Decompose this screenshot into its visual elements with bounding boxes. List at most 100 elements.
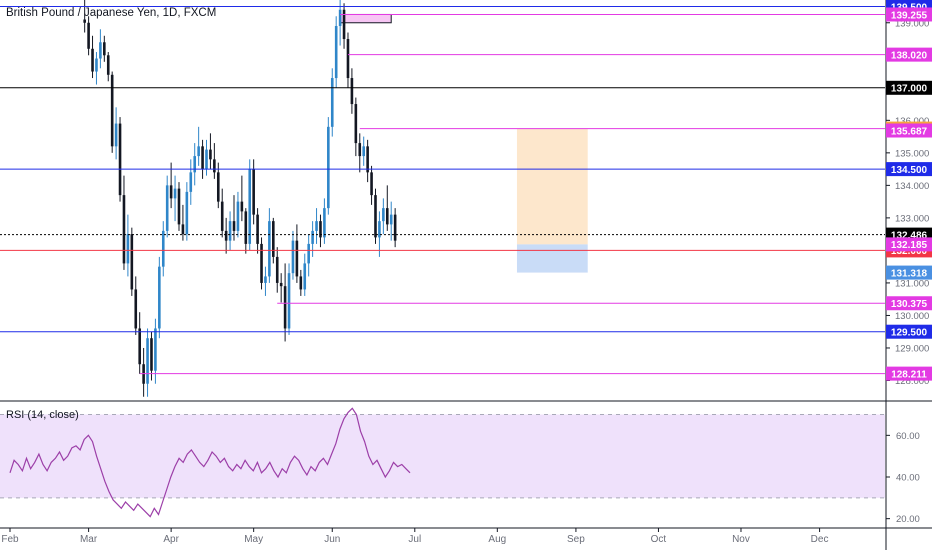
candle-body <box>311 230 314 244</box>
price-tag-label: 134.500 <box>891 165 928 176</box>
candle-body <box>114 123 118 147</box>
candle-body <box>342 9 346 40</box>
candle-body <box>165 185 169 231</box>
candle-body <box>315 221 318 231</box>
candle-body <box>197 146 200 157</box>
price-tick-label: 134.000 <box>895 181 929 192</box>
target-zone <box>516 128 588 245</box>
stop-zone <box>516 244 588 273</box>
candle-body <box>95 58 98 72</box>
price-tags-layer: 139.500139.255138.020137.000135.746135.6… <box>886 0 932 381</box>
candle-body <box>299 276 303 290</box>
price-tag <box>886 123 932 138</box>
candle-body <box>126 234 130 264</box>
candle-body <box>193 156 197 173</box>
candle-body <box>279 282 283 287</box>
candle-body <box>209 149 212 160</box>
candle-body <box>327 126 330 209</box>
price-tick-label: 130.000 <box>895 311 929 322</box>
candle-body <box>205 149 208 170</box>
price-tag-label: 139.255 <box>891 10 928 21</box>
annotation-rect <box>339 13 392 24</box>
rsi-label: RSI (14, close) <box>6 409 79 421</box>
candle-body <box>303 263 307 290</box>
candle-body <box>260 243 263 283</box>
price-tag-label: 130.375 <box>891 299 928 310</box>
candle-body <box>146 338 149 384</box>
price-tick-label: 131.000 <box>895 278 929 289</box>
time-tick-label: Nov <box>732 534 750 545</box>
chart-title: British Pound / Japanese Yen, 1D, FXCM <box>6 7 217 19</box>
candle-body <box>323 208 326 238</box>
price-tag-label: 135.687 <box>891 126 928 137</box>
price-tag <box>886 47 932 62</box>
candle-body <box>272 221 275 257</box>
time-tick-label: Sep <box>567 534 585 545</box>
candle-body <box>189 172 193 192</box>
candle-body <box>122 195 126 264</box>
time-tick-label: Dec <box>811 534 829 545</box>
candle-body <box>110 74 114 147</box>
rsi-line-layer <box>9 407 411 518</box>
candle-body <box>169 185 173 199</box>
candle-body <box>228 221 232 241</box>
time-tick-label: May <box>244 534 263 545</box>
rsi-tick-label: 20.00 <box>896 514 920 525</box>
candle-body <box>319 221 322 238</box>
candle-body <box>130 234 134 290</box>
candle-body <box>248 169 252 244</box>
time-tick-label: Oct <box>651 534 667 545</box>
candles-layer <box>83 0 397 397</box>
candle-body <box>382 208 385 222</box>
candle-body <box>103 42 106 56</box>
candle-body <box>268 221 271 277</box>
candle-body <box>264 276 267 283</box>
price-levels <box>0 6 885 375</box>
candle-body <box>287 273 291 329</box>
price-tag <box>886 366 932 381</box>
candle-body <box>138 328 141 365</box>
rsi-line <box>9 407 411 518</box>
candle-body <box>201 146 204 170</box>
candle-body <box>256 214 259 244</box>
candle-body <box>389 214 393 225</box>
candle-body <box>291 240 295 274</box>
candle-body <box>385 208 389 225</box>
price-tag-label: 132.000 <box>891 246 928 257</box>
candle-body <box>330 78 334 127</box>
price-tag-label: 137.000 <box>891 84 928 95</box>
candle-body <box>350 78 354 105</box>
candle-body <box>370 172 373 196</box>
time-tick-label: Aug <box>488 534 506 545</box>
candle-body <box>216 172 220 202</box>
price-tag-label: 138.020 <box>891 50 928 61</box>
price-tag-label: 129.500 <box>891 328 928 339</box>
candle-body <box>307 243 310 264</box>
candle-body <box>374 195 377 238</box>
candle-body <box>362 146 365 157</box>
time-tick-label: Jun <box>324 534 340 545</box>
time-tick-label: Mar <box>80 534 98 545</box>
candle-body <box>393 214 397 241</box>
candle-body <box>158 266 161 329</box>
candle-body <box>118 123 122 196</box>
price-tick-label: 139.000 <box>895 18 929 29</box>
candle-body <box>346 39 350 79</box>
price-tick-label: 129.000 <box>895 343 929 354</box>
price-tick-label: 128.000 <box>895 376 929 387</box>
candle-body <box>91 48 94 72</box>
candle-body <box>185 191 189 235</box>
price-tag <box>886 237 932 252</box>
candle-body <box>83 19 86 23</box>
price-tick-label: 136.000 <box>895 116 929 127</box>
price-tag-label: 132.486 <box>891 230 928 241</box>
rsi-tick-label: 60.00 <box>896 431 920 442</box>
candle-body <box>173 188 177 199</box>
candle-body <box>213 159 216 173</box>
candle-body <box>161 230 165 267</box>
price-tag <box>886 324 932 339</box>
candle-body <box>283 286 287 329</box>
price-tag <box>886 80 932 95</box>
price-tag <box>886 296 932 311</box>
